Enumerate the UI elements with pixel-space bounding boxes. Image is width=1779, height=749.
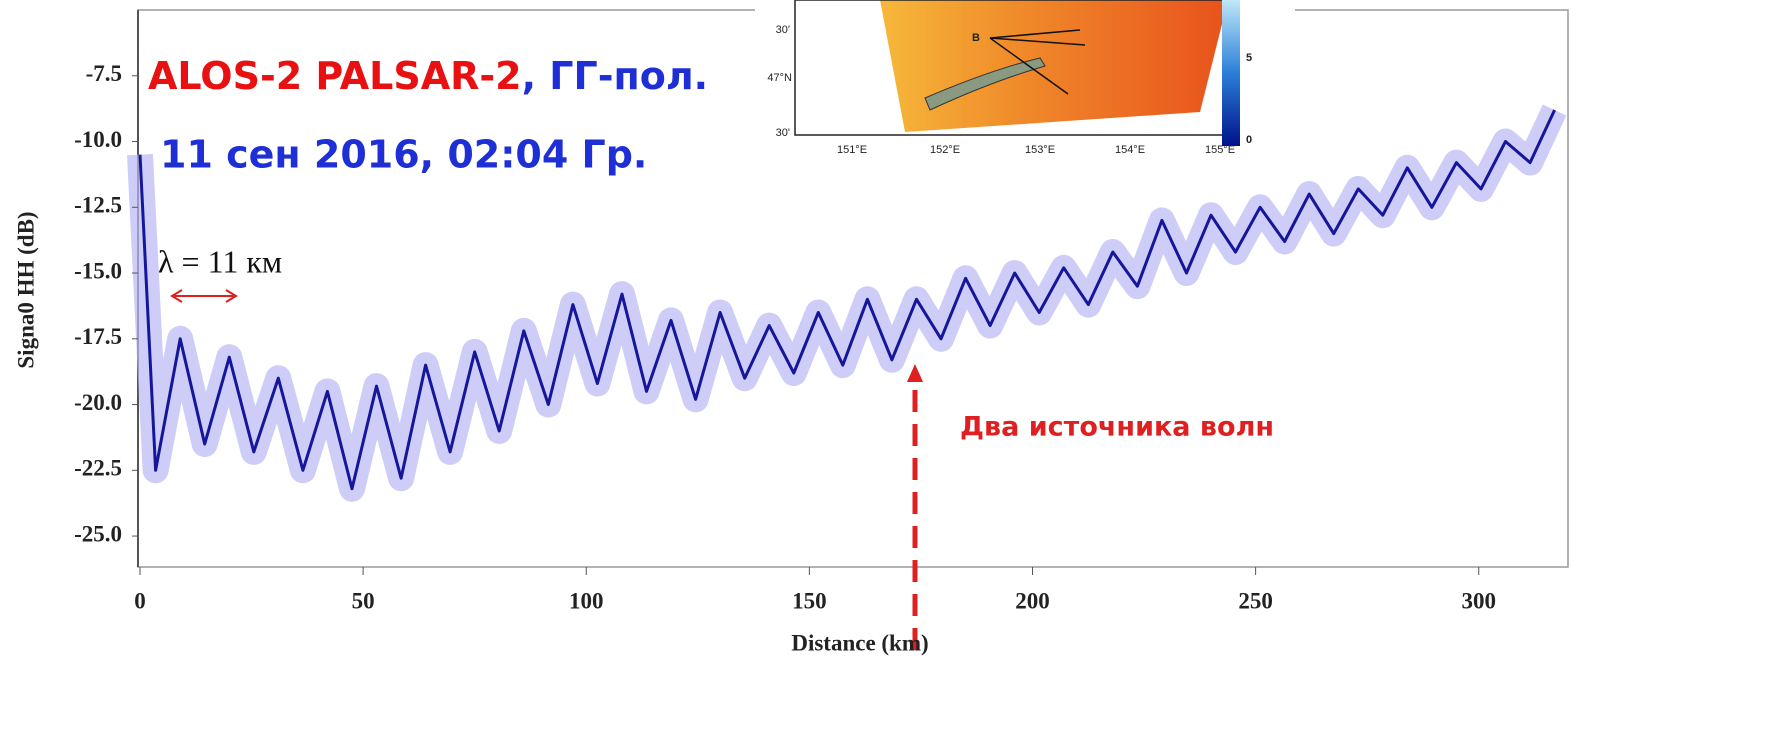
title-part: ALOS-2 PALSAR-2 bbox=[148, 54, 522, 98]
subtitle: 11 сен 2016, 02:04 Гр. bbox=[160, 133, 647, 177]
colorbar-label: 0 bbox=[1246, 134, 1252, 146]
y-axis-title: Signa0 HH (dB) bbox=[13, 211, 38, 368]
wavelength-arrow bbox=[172, 290, 236, 302]
y-tick-label: -17.5 bbox=[74, 324, 122, 349]
inset-map: B 30' 47°N 30' 151°E 152°E 153°E 154°E 1… bbox=[755, 0, 1295, 166]
map-swath bbox=[880, 0, 1228, 132]
x-axis-title: Distance (km) bbox=[791, 630, 928, 655]
y-tick-label: -10.0 bbox=[74, 127, 122, 152]
x-tick-label: 250 bbox=[1238, 588, 1273, 613]
y-tick-label: -7.5 bbox=[86, 61, 122, 86]
source-label: Два источника волн bbox=[960, 412, 1274, 443]
chart: ALOS-2 PALSAR-2, ГГ-пол. 11 сен 2016, 02… bbox=[0, 0, 1779, 749]
lat-label: 47°N bbox=[767, 72, 792, 84]
lon-label: 151°E bbox=[837, 144, 867, 156]
x-tick-label: 100 bbox=[569, 588, 604, 613]
y-tick-label: -20.0 bbox=[74, 390, 122, 415]
x-tick-label: 150 bbox=[792, 588, 827, 613]
lat-label: 30' bbox=[776, 127, 790, 139]
lon-label: 155°E bbox=[1205, 144, 1235, 156]
colorbar bbox=[1222, 0, 1240, 146]
source-arrowhead bbox=[907, 364, 923, 382]
lon-label: 154°E bbox=[1115, 144, 1145, 156]
point-label: B bbox=[972, 32, 980, 44]
lon-label: 153°E bbox=[1025, 144, 1055, 156]
x-tick-label: 300 bbox=[1462, 588, 1497, 613]
y-tick-label: -22.5 bbox=[74, 456, 122, 481]
x-tick-label: 200 bbox=[1015, 588, 1050, 613]
title: ALOS-2 PALSAR-2, ГГ-пол. bbox=[148, 54, 708, 98]
x-tick-label: 0 bbox=[134, 588, 146, 613]
x-tick-label: 50 bbox=[352, 588, 375, 613]
lat-label: 30' bbox=[776, 24, 790, 36]
y-tick-label: -12.5 bbox=[74, 193, 122, 218]
title-part: , ГГ-пол. bbox=[522, 54, 709, 98]
lon-label: 152°E bbox=[930, 144, 960, 156]
y-tick-label: -15.0 bbox=[74, 258, 122, 283]
y-tick-label: -25.0 bbox=[74, 521, 122, 546]
colorbar-label: 5 bbox=[1246, 52, 1252, 64]
wavelength-label: λ = 11 км bbox=[158, 243, 282, 279]
